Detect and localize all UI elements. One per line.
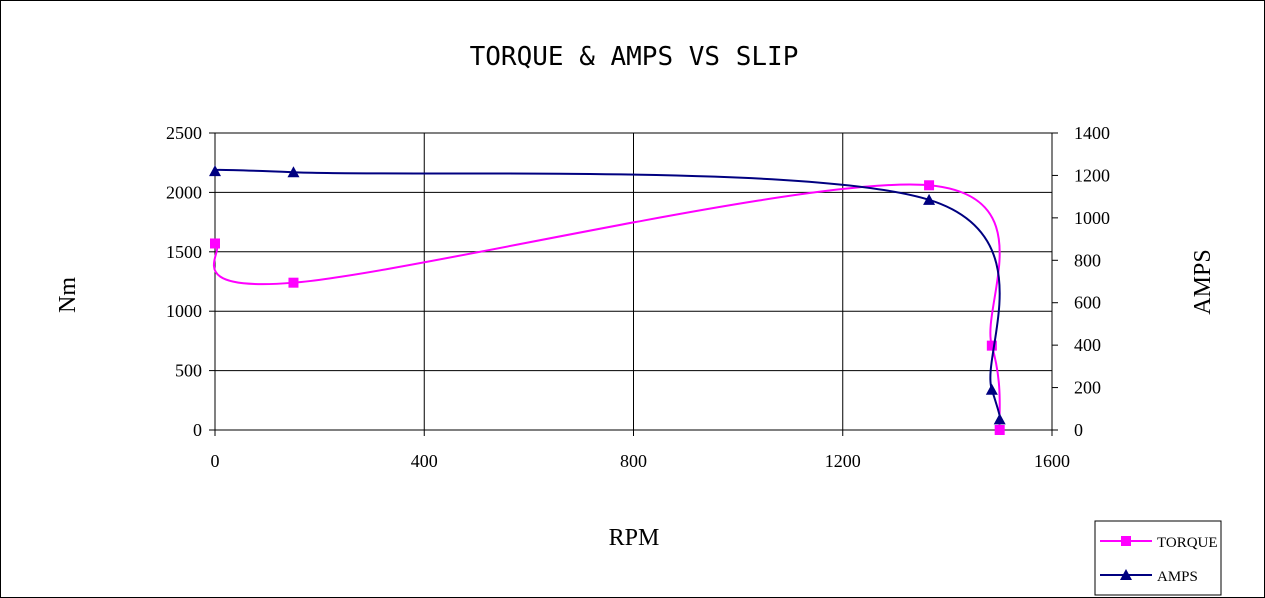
y2-tick-label: 400: [1074, 335, 1101, 355]
y-tick-label: 1000: [166, 301, 202, 321]
data-point-torque: [994, 425, 1005, 435]
x-tick-label: 1200: [825, 451, 861, 471]
x-tick-label: 400: [411, 451, 438, 471]
data-point-amps: [985, 383, 998, 395]
data-point-amps: [923, 193, 936, 205]
legend-marker-amps: [1120, 569, 1132, 580]
y2-axis-title: AMPS: [1190, 249, 1216, 314]
y-tick-label: 500: [175, 361, 202, 381]
y2-tick-label: 1200: [1074, 165, 1110, 185]
y2-tick-label: 0: [1074, 420, 1083, 440]
data-point-amps: [287, 166, 300, 178]
axes: 0 400 800 1200 16000500100015002000250002004…: [166, 123, 1110, 471]
data-point-amps: [993, 413, 1006, 425]
y-tick-label: 0: [193, 420, 202, 440]
legend-label-torque: TORQUE: [1157, 535, 1218, 551]
x-tick-label: 0: [211, 451, 220, 471]
x-tick-label: 800: [620, 451, 647, 471]
chart-title: TORQUE & AMPS VS SLIP: [470, 42, 799, 72]
y2-tick-label: 200: [1074, 378, 1101, 398]
series-line-amps: [212, 168, 1001, 420]
data-point-torque: [986, 340, 997, 351]
data-point-torque: [924, 180, 935, 191]
y2-tick-label: 800: [1074, 250, 1101, 270]
series-group: [209, 165, 1006, 435]
data-point-torque: [288, 277, 299, 288]
y-tick-label: 2000: [166, 182, 202, 202]
y-tick-label: 2500: [166, 123, 202, 143]
y-tick-label: 1500: [166, 242, 202, 262]
data-point-amps: [209, 165, 221, 177]
y-axis-title: Nm: [55, 277, 81, 313]
data-point-torque: [210, 238, 220, 249]
y2-tick-label: 1000: [1074, 208, 1110, 228]
x-tick-label: 1600: [1034, 451, 1070, 471]
y2-tick-label: 1400: [1074, 123, 1110, 143]
legend: TORQUE AMPS: [1094, 520, 1222, 596]
x-axis-title: RPM: [609, 525, 660, 551]
legend-marker-torque: [1121, 536, 1131, 546]
legend-label-amps: AMPS: [1157, 569, 1198, 585]
y2-tick-label: 600: [1074, 293, 1101, 313]
legend-box: [1094, 520, 1222, 596]
